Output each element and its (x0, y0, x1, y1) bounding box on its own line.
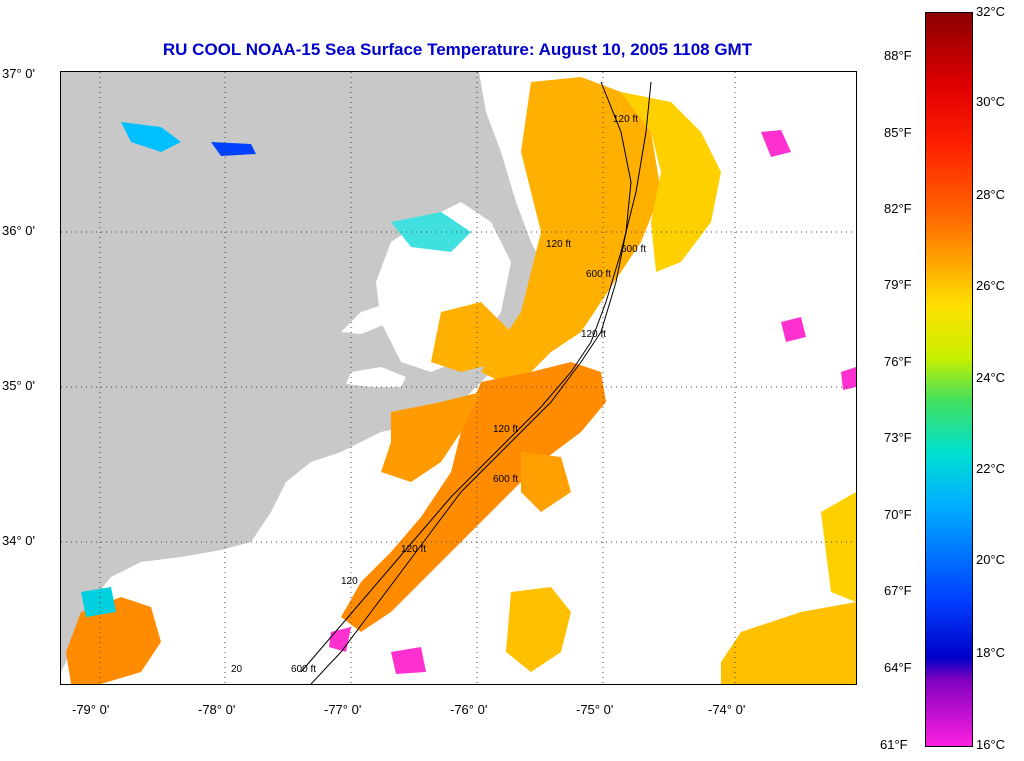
contour-label: 120 ft (613, 114, 638, 125)
contour-label: 600 ft (291, 664, 316, 675)
temperature-colorbar (925, 12, 973, 747)
colorbar-celsius-label: 30°C (976, 94, 1006, 109)
colorbar-fahrenheit-label: 79°F (884, 277, 912, 292)
longitude-label: -78° 0' (198, 702, 236, 717)
contour-label: 120 ft (401, 544, 426, 555)
colorbar-fahrenheit-label: 61°F (880, 737, 908, 752)
contour-label: 120 (341, 576, 358, 587)
longitude-label: -77° 0' (324, 702, 362, 717)
colorbar-celsius-label: 28°C (976, 187, 1006, 202)
contour-label: 120 ft (493, 424, 518, 435)
longitude-label: -74° 0' (708, 702, 746, 717)
longitude-label: -75° 0' (576, 702, 614, 717)
latitude-label: 36° 0' (2, 223, 35, 238)
contour-label: 120 ft (581, 329, 606, 340)
colorbar-celsius-label: 32°C (976, 4, 1006, 19)
colorbar-celsius-label: 22°C (976, 461, 1006, 476)
latitude-label: 35° 0' (2, 378, 35, 393)
sst-map-canvas: 120 ft 600 ft 600 ft 120 ft 120 ft 120 f… (61, 72, 856, 684)
colorbar-celsius-label: 24°C (976, 370, 1006, 385)
colorbar-celsius-label: 20°C (976, 552, 1006, 567)
depth-contours (300, 81, 652, 684)
colorbar-celsius-label: 26°C (976, 278, 1006, 293)
colorbar-fahrenheit-label: 76°F (884, 354, 912, 369)
graticule (61, 72, 856, 684)
latitude-label: 37° 0' (2, 66, 35, 81)
colorbar-fahrenheit-label: 67°F (884, 583, 912, 598)
contour-label: 600 ft (586, 269, 611, 280)
colorbar-fahrenheit-label: 88°F (884, 48, 912, 63)
latitude-label: 34° 0' (2, 533, 35, 548)
contour-label: 600 ft (621, 244, 646, 255)
river-water-2 (341, 302, 391, 334)
river-water (346, 367, 406, 387)
colorbar-fahrenheit-label: 64°F (884, 660, 912, 675)
colorbar-celsius-label: 16°C (976, 737, 1006, 752)
sst-map: 120 ft 600 ft 600 ft 120 ft 120 ft 120 f… (60, 71, 857, 685)
colorbar-celsius-label: 18°C (976, 645, 1006, 660)
contour-label: 20 (231, 664, 243, 675)
land-area (61, 72, 541, 672)
longitude-label: -76° 0' (450, 702, 488, 717)
colorbar-fahrenheit-label: 70°F (884, 507, 912, 522)
longitude-label: -79° 0' (72, 702, 110, 717)
contour-label: 600 ft (493, 474, 518, 485)
colorbar-fahrenheit-label: 85°F (884, 125, 912, 140)
colorbar-fahrenheit-label: 73°F (884, 430, 912, 445)
contour-label: 120 ft (546, 239, 571, 250)
map-title: RU COOL NOAA-15 Sea Surface Temperature:… (162, 40, 753, 59)
colorbar-fahrenheit-label: 82°F (884, 201, 912, 216)
